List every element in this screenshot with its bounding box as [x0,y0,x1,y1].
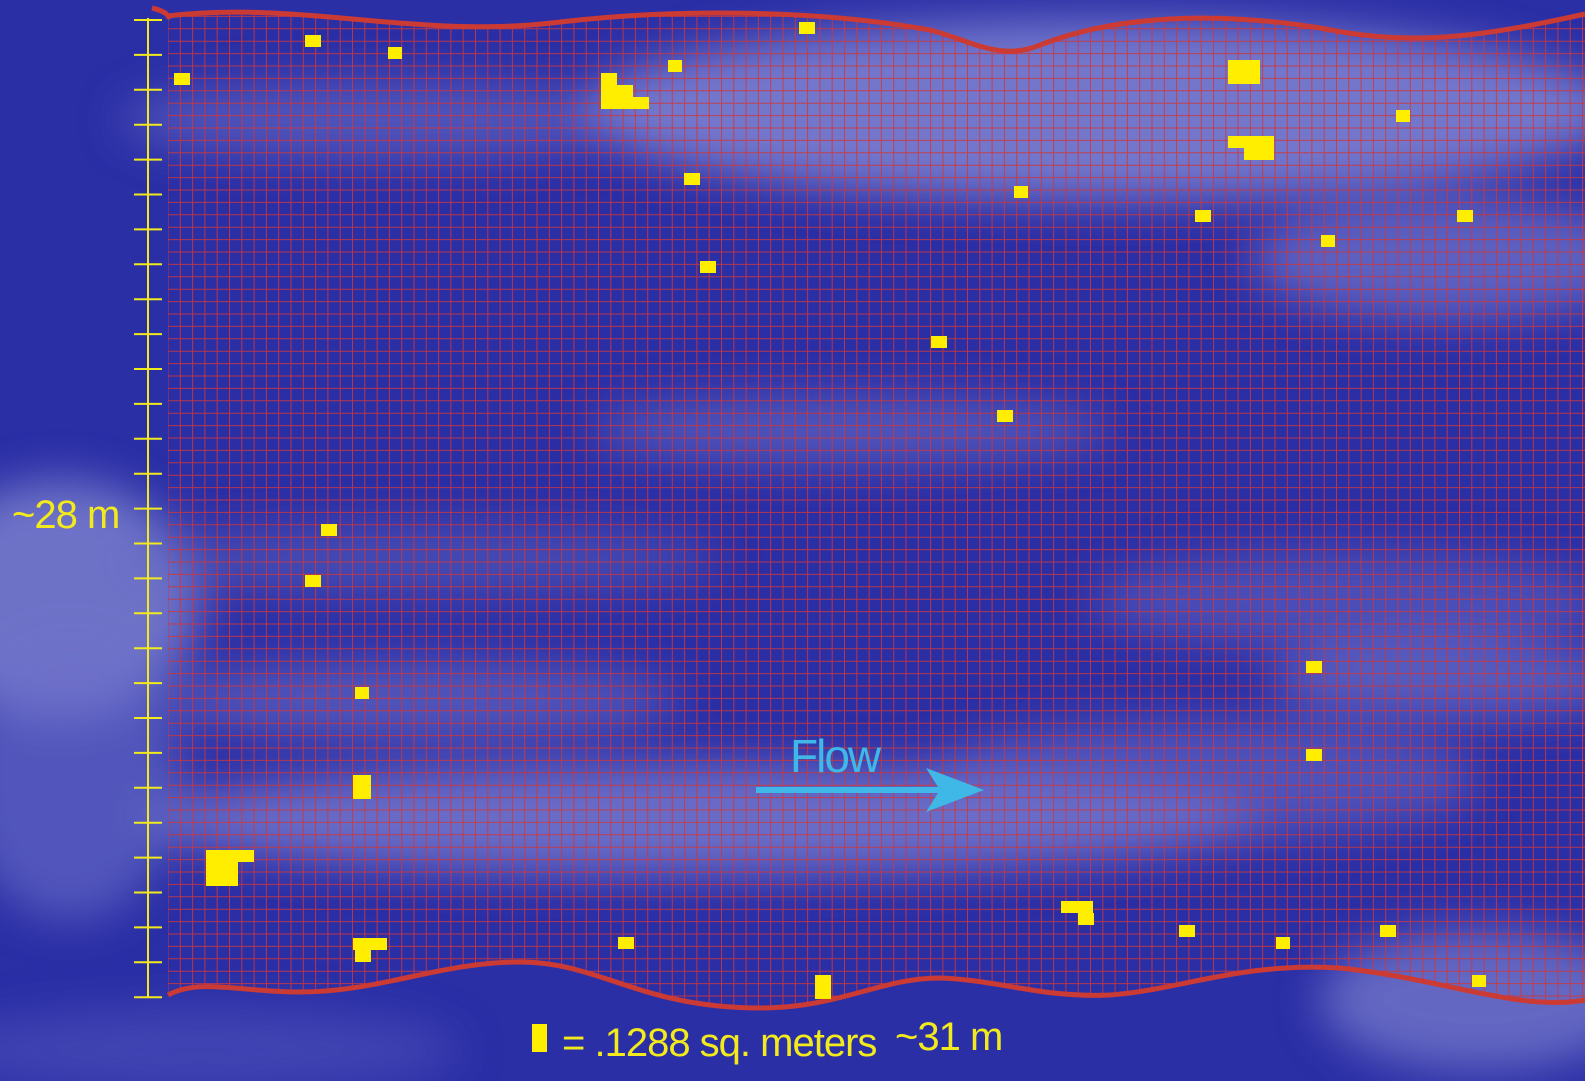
marker-square [1228,60,1260,84]
top-bank-line [151,5,1585,54]
vertical-scale-label: ~28 m [12,493,119,537]
marker-square [700,261,716,273]
flow-label: Flow [790,730,882,782]
marker-square [388,47,402,59]
marker-square [1228,136,1274,148]
marker-square [355,950,371,962]
legend-text: = .1288 sq. meters [562,1021,876,1065]
marker-square [1306,749,1322,761]
marker-square [1061,901,1093,913]
marker-square [238,850,254,862]
marker-square [1276,937,1290,949]
marker-square [601,85,633,97]
vegetation-markers [174,22,1486,999]
marker-square [305,575,321,587]
marker-square [305,35,321,47]
marker-square [1244,148,1274,160]
marker-square [601,97,649,109]
marker-square [321,524,337,536]
marker-square [1472,975,1486,987]
marker-square [1195,210,1211,222]
marker-square [1014,186,1028,198]
vertical-scale-bar [134,18,162,999]
horizontal-scale-label: ~31 m [895,1015,1002,1059]
marker-square [1380,925,1396,937]
marker-square [668,60,682,72]
marker-square [1078,913,1094,925]
marker-square [1396,110,1410,122]
marker-square [684,173,700,185]
marker-square [799,22,815,34]
bottom-bank-line [166,959,1585,1011]
marker-square [1321,235,1335,247]
marker-square [1457,210,1473,222]
marker-square [618,937,634,949]
marker-square [1179,925,1195,937]
marker-square [815,975,831,999]
marker-square [174,73,190,85]
marker-square [353,775,371,799]
marker-square [355,687,369,699]
marker-square [1306,661,1322,673]
marker-square [931,336,947,348]
marker-square [601,73,617,85]
marker-square [997,410,1013,422]
marker-square [206,850,238,886]
yellow-square-icon [532,1024,547,1052]
flow-arrow-icon [756,768,984,812]
marker-square [353,938,387,950]
